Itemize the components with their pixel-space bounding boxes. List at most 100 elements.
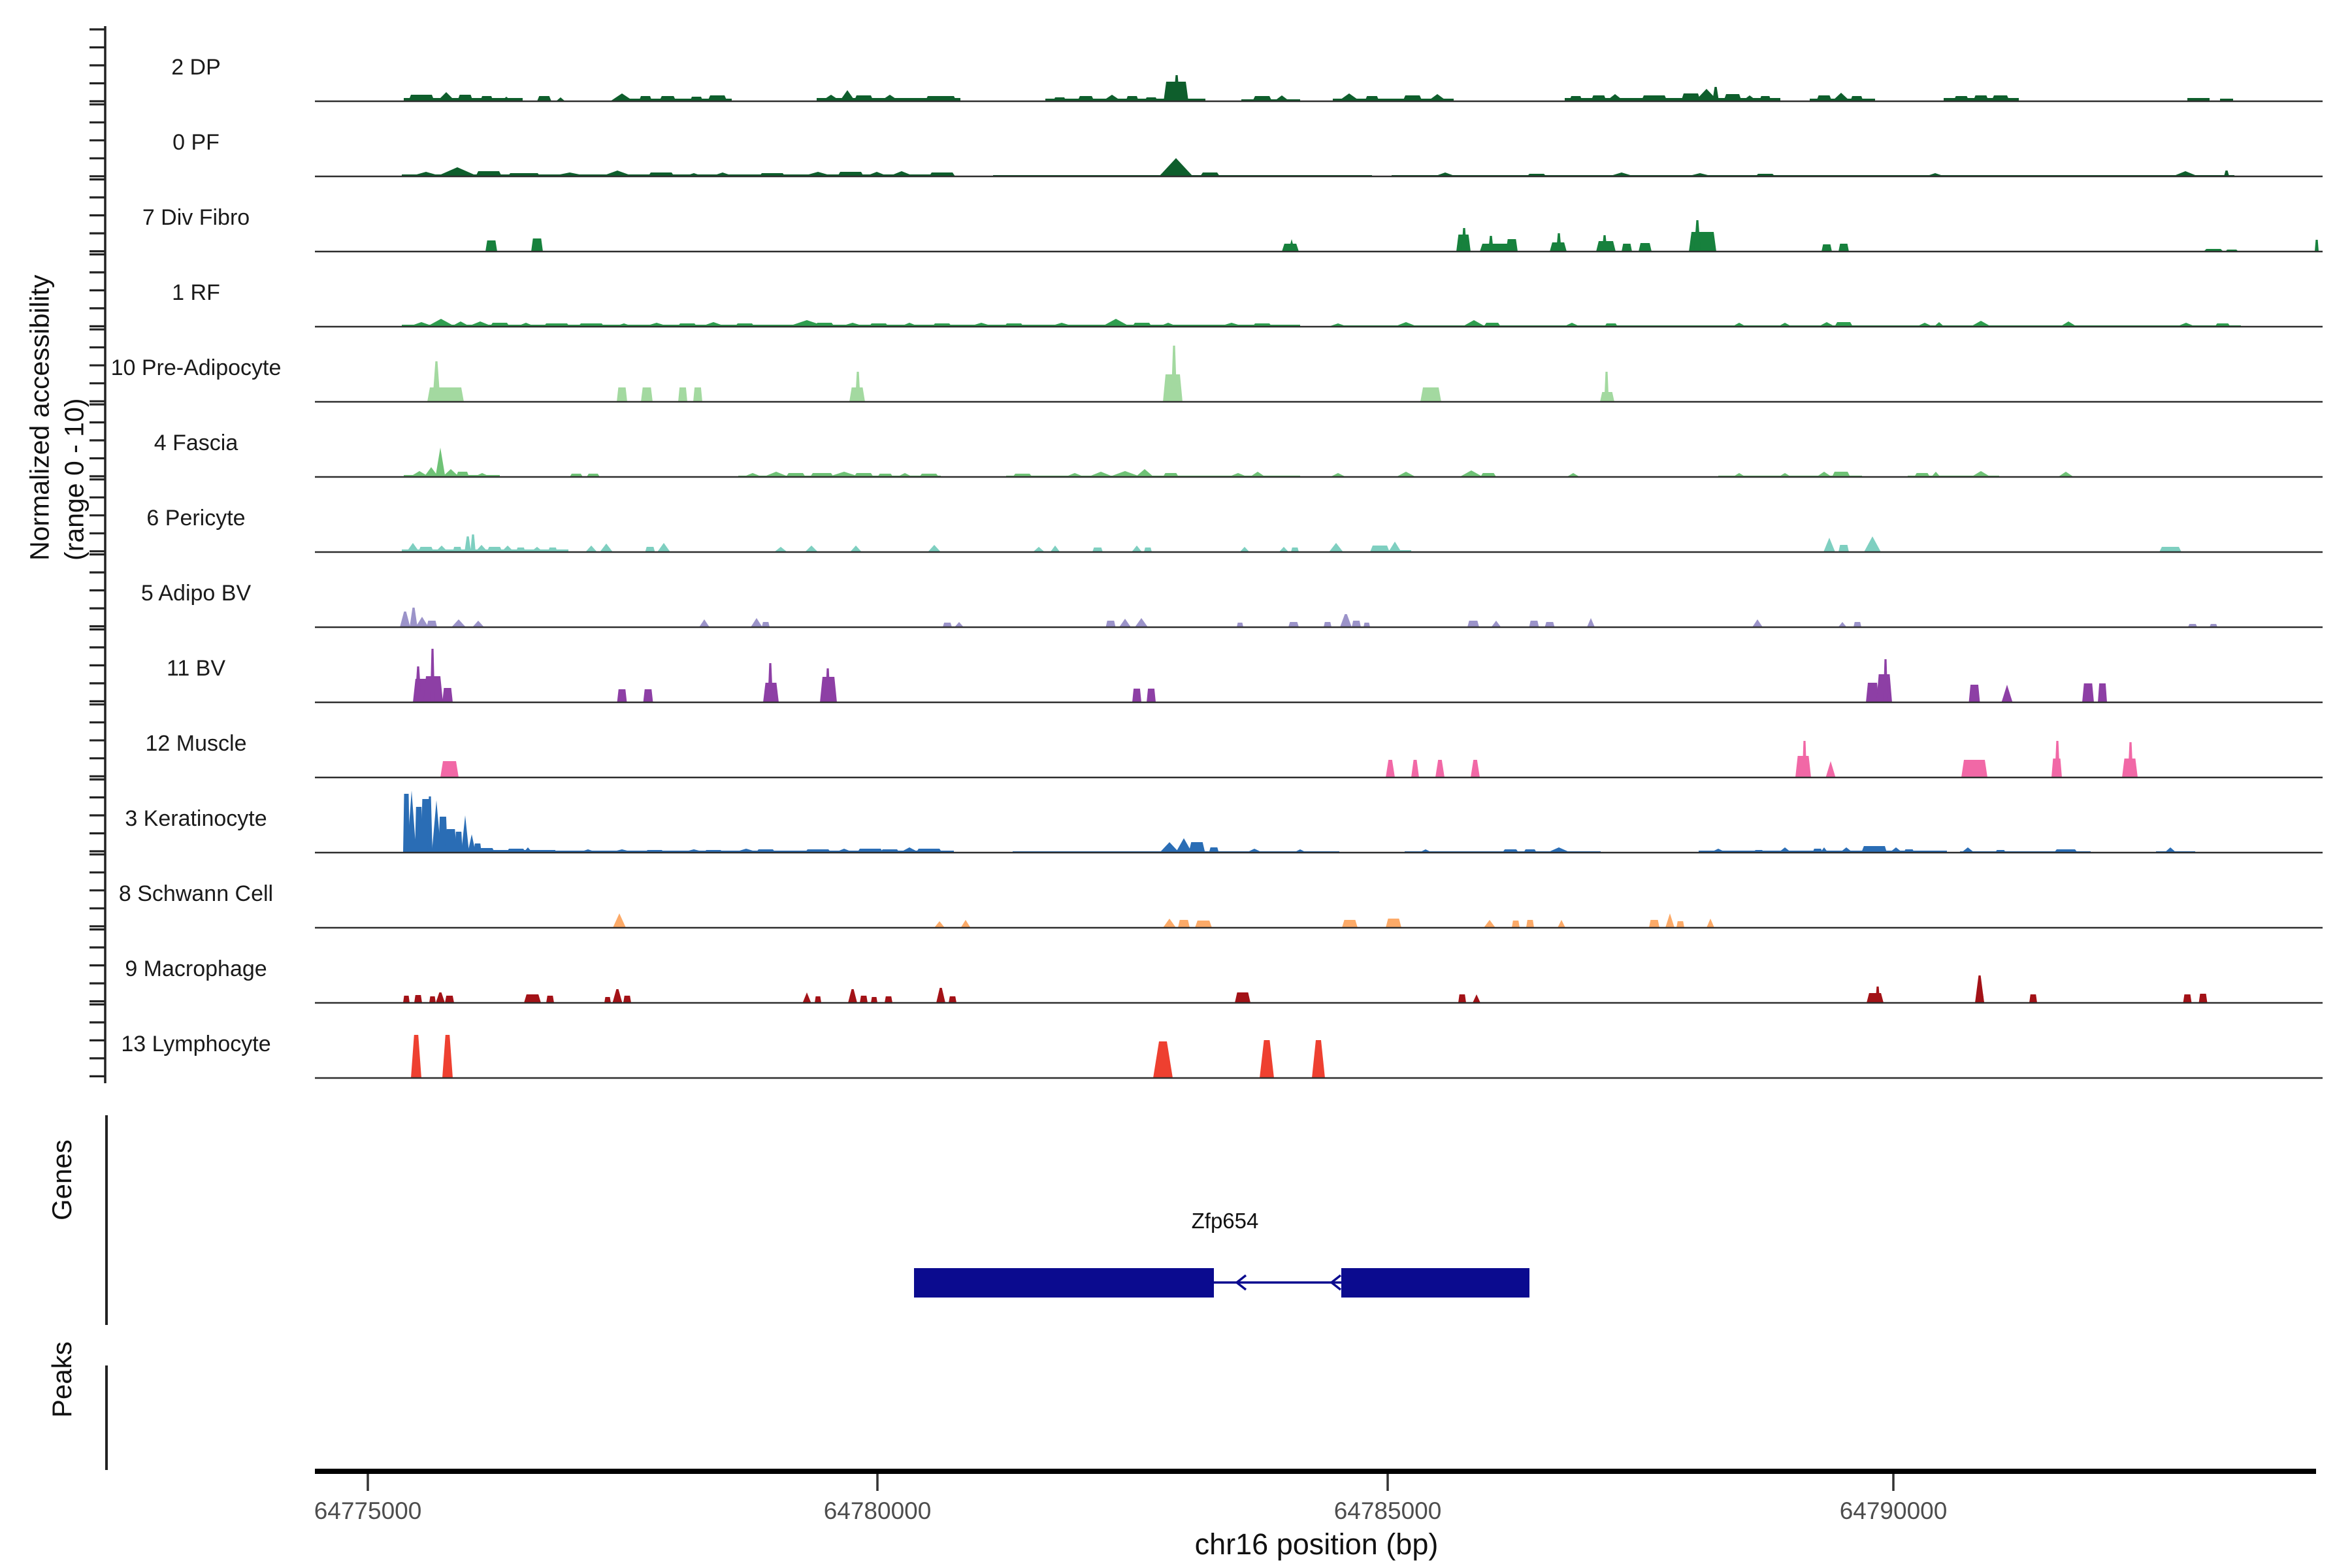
signal-peak: [751, 618, 762, 627]
signal-peak: [1159, 158, 1193, 176]
signal-peak: [1312, 1040, 1325, 1078]
signal-peak: [408, 322, 434, 327]
signal-peak: [815, 996, 821, 1003]
signal-peak: [2198, 994, 2208, 1003]
signal-peak: [1126, 96, 1139, 101]
signal-peak: [430, 649, 435, 702]
signal-peak: [411, 1035, 421, 1078]
signal-peak: [821, 95, 841, 101]
gene-exon-box: [914, 1268, 1214, 1298]
signal-peak: [456, 472, 469, 477]
signal-peak: [1364, 623, 1370, 627]
signal-peak: [400, 612, 410, 627]
signal-peak: [860, 996, 868, 1003]
signal-peak: [639, 96, 652, 101]
signal-peak: [1132, 323, 1152, 327]
signal-peak: [840, 323, 866, 327]
signal-peak: [854, 95, 874, 101]
signal-peak: [1200, 172, 1220, 176]
signal-peak: [1732, 323, 1746, 327]
signal-peak: [501, 97, 512, 101]
signal-peak: [1370, 546, 1390, 552]
signal-peak: [850, 546, 862, 552]
signal-peak: [1544, 622, 1555, 627]
signal-peak: [1832, 472, 1850, 477]
signal-peak: [1587, 618, 1595, 627]
signal-peak: [1970, 321, 1991, 327]
signal-strip: [1045, 99, 1205, 101]
signal-peak: [786, 473, 806, 477]
signal-peak: [1821, 244, 1832, 252]
signal-peak: [1889, 847, 1903, 853]
signal-peak: [1883, 659, 1888, 702]
signal-peak: [410, 471, 429, 477]
signal-peak: [678, 387, 687, 402]
signal-strip: [402, 174, 951, 176]
signal-peak: [848, 989, 857, 1003]
signal-peak: [1832, 93, 1850, 101]
signal-peak: [474, 473, 491, 477]
signal-peak: [1641, 95, 1667, 101]
signal-peak: [1434, 172, 1456, 176]
gene-name-label: Zfp654: [1191, 1209, 1259, 1233]
signal-peak: [708, 95, 727, 101]
x-axis-title: chr16 position (bp): [1194, 1527, 1439, 1561]
signal-peak: [436, 167, 478, 176]
signal-peak: [516, 547, 525, 552]
signal-peak: [1145, 97, 1158, 101]
signal-peak: [763, 472, 789, 477]
track-3-keratinocyte: [315, 791, 2323, 854]
signal-peak: [768, 663, 773, 702]
signal-peak: [644, 323, 670, 327]
signal-peak: [1218, 323, 1245, 327]
signal-peak: [1153, 1041, 1173, 1078]
signal-peak: [1606, 94, 1624, 101]
signal-peak: [1707, 919, 1714, 928]
signal-peak: [1742, 95, 1757, 101]
signal-peak: [1228, 473, 1248, 477]
signal-peak: [641, 387, 653, 402]
signal-peak: [1556, 233, 1561, 252]
signal-peak: [1558, 920, 1565, 928]
signal-peak: [1953, 96, 1969, 101]
signal-peak: [1175, 838, 1192, 853]
signal-peak: [613, 913, 626, 928]
signal-peak: [1484, 920, 1495, 928]
signal-peak: [1752, 619, 1763, 627]
signal-peak: [1529, 621, 1539, 627]
signal-peak: [531, 547, 544, 552]
signal-peak: [925, 96, 956, 101]
track-label-12-muscle: 12 Muscle: [145, 731, 247, 756]
track-9-macrophage: [315, 975, 2323, 1004]
signal-peak: [1411, 760, 1419, 777]
signal-peak: [1246, 849, 1263, 853]
signal-peak: [406, 543, 419, 552]
signal-peak: [1991, 95, 2010, 101]
signal-peak: [1144, 547, 1152, 552]
signal-peak: [825, 668, 830, 702]
signal-peak: [476, 171, 502, 176]
signal-peak: [2128, 742, 2133, 777]
signal-peak: [1340, 614, 1352, 627]
track-label-5-adipo-bv: 5 Adipo BV: [140, 581, 252, 606]
signal-peak: [1874, 846, 1887, 853]
signal-peak: [1403, 95, 1422, 101]
signal-peak: [1428, 94, 1447, 101]
signal-peak: [487, 547, 502, 552]
signal-peak: [442, 1035, 453, 1078]
signal-peak: [889, 171, 915, 176]
signal-peak: [1914, 473, 1930, 477]
signal-peak: [1237, 623, 1243, 627]
signal-peak: [1135, 618, 1148, 627]
signal-peak: [445, 829, 457, 853]
signal-peak: [472, 621, 484, 627]
signal-peak: [437, 92, 455, 101]
signal-peak: [478, 848, 495, 853]
signal-peak: [1968, 685, 1980, 702]
signal-peak: [1158, 323, 1178, 327]
signal-peak: [711, 172, 734, 176]
signal-peak: [1473, 994, 1480, 1003]
signal-peak: [1850, 96, 1863, 101]
signal-peak: [865, 172, 889, 176]
signal-peak: [900, 847, 919, 853]
